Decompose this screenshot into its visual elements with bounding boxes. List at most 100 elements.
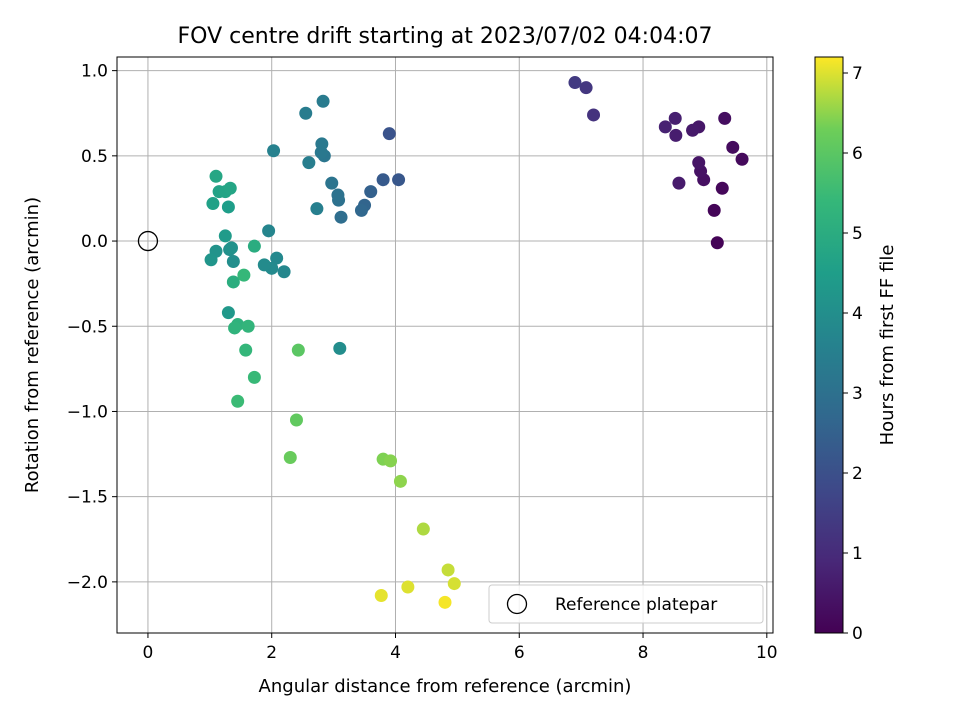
y-tick-label: 0.5 bbox=[81, 147, 108, 167]
data-point bbox=[710, 236, 724, 250]
data-point bbox=[239, 343, 253, 357]
data-point bbox=[392, 173, 406, 187]
data-point bbox=[262, 224, 276, 238]
data-point bbox=[579, 81, 593, 95]
data-point bbox=[438, 595, 452, 609]
x-tick-label: 4 bbox=[390, 643, 401, 663]
y-tick-label: 1.0 bbox=[81, 62, 108, 82]
data-point bbox=[384, 454, 398, 468]
legend-label: Reference platepar bbox=[555, 595, 717, 615]
data-point bbox=[247, 239, 261, 253]
data-point bbox=[672, 176, 686, 190]
data-point bbox=[447, 577, 461, 591]
colorbar-tick-label: 0 bbox=[852, 624, 863, 644]
colorbar-tick-label: 3 bbox=[852, 384, 863, 404]
data-point bbox=[224, 241, 238, 255]
data-point bbox=[325, 176, 339, 190]
colorbar-gradient bbox=[814, 56, 844, 634]
colorbar-tick-label: 2 bbox=[852, 464, 863, 484]
data-point bbox=[209, 169, 223, 183]
chart-title: FOV centre drift starting at 2023/07/02 … bbox=[178, 24, 713, 49]
data-point bbox=[204, 253, 218, 267]
x-axis-label: Angular distance from reference (arcmin) bbox=[259, 676, 632, 697]
data-point bbox=[374, 589, 388, 603]
y-axis-ticks: −2.0 −1.5 −1.0 −0.5 0.0 0.5 1.0 bbox=[67, 62, 117, 593]
colorbar-tick-label: 4 bbox=[852, 304, 863, 324]
data-point bbox=[364, 185, 378, 199]
data-point bbox=[568, 76, 582, 90]
x-tick-label: 8 bbox=[638, 643, 649, 663]
y-tick-label: −1.0 bbox=[67, 402, 108, 422]
x-tick-label: 2 bbox=[266, 643, 277, 663]
legend: Reference platepar bbox=[488, 584, 764, 624]
data-point bbox=[669, 128, 683, 142]
y-tick-label: −2.0 bbox=[67, 573, 108, 593]
x-tick-label: 0 bbox=[143, 643, 154, 663]
data-points bbox=[137, 76, 749, 609]
data-point bbox=[686, 123, 700, 137]
data-point bbox=[228, 321, 242, 335]
data-point bbox=[277, 265, 291, 279]
data-point bbox=[221, 200, 235, 214]
data-point bbox=[382, 127, 396, 141]
legend-box bbox=[488, 584, 764, 624]
data-point bbox=[218, 229, 232, 243]
data-point bbox=[658, 120, 672, 134]
data-point bbox=[393, 474, 407, 488]
colorbar-tick-label: 5 bbox=[852, 224, 863, 244]
data-point bbox=[310, 202, 324, 216]
data-point bbox=[354, 203, 368, 217]
data-point bbox=[247, 370, 261, 384]
data-point bbox=[206, 197, 220, 211]
colorbar-tick-label: 1 bbox=[852, 544, 863, 564]
colorbar-tick-label: 6 bbox=[852, 144, 863, 164]
data-point bbox=[668, 111, 682, 125]
data-point bbox=[270, 251, 284, 265]
data-point bbox=[226, 275, 240, 289]
x-axis-ticks: 0 2 4 6 8 10 bbox=[143, 633, 778, 663]
data-point bbox=[283, 450, 297, 464]
data-point bbox=[267, 144, 281, 158]
data-point bbox=[735, 152, 749, 166]
data-point bbox=[221, 306, 235, 320]
data-point bbox=[333, 341, 347, 355]
data-point bbox=[331, 188, 345, 202]
data-point bbox=[237, 268, 251, 282]
data-point bbox=[715, 181, 729, 195]
data-point bbox=[376, 173, 390, 187]
reference-platepar-marker bbox=[137, 230, 159, 252]
y-tick-label: 0.0 bbox=[81, 232, 108, 252]
data-point bbox=[692, 156, 706, 170]
colorbar-ticks: 0 1 2 3 4 5 6 7 bbox=[843, 64, 863, 644]
colorbar-label: Hours from first FF file bbox=[877, 245, 898, 446]
colorbar-tick-label: 7 bbox=[852, 64, 863, 84]
data-point bbox=[299, 106, 313, 120]
data-point bbox=[401, 580, 415, 594]
data-point bbox=[316, 94, 330, 108]
data-point bbox=[241, 319, 255, 333]
data-point bbox=[441, 563, 455, 577]
data-point bbox=[231, 394, 245, 408]
data-point bbox=[587, 108, 601, 122]
data-point bbox=[707, 203, 721, 217]
data-point bbox=[291, 343, 305, 357]
data-point bbox=[223, 181, 237, 195]
legend-reference-marker bbox=[506, 593, 528, 615]
y-axis-label: Rotation from reference (arcmin) bbox=[22, 197, 43, 493]
data-point bbox=[416, 522, 430, 536]
data-point bbox=[226, 254, 240, 268]
data-point bbox=[726, 140, 740, 154]
data-point bbox=[315, 137, 329, 151]
x-tick-label: 10 bbox=[756, 643, 778, 663]
data-point bbox=[334, 210, 348, 224]
x-tick-label: 6 bbox=[514, 643, 525, 663]
y-tick-label: −1.5 bbox=[67, 488, 108, 508]
data-point bbox=[302, 156, 316, 170]
y-tick-label: −0.5 bbox=[67, 317, 108, 337]
data-point bbox=[718, 111, 732, 125]
data-point bbox=[289, 413, 303, 427]
colorbar: 0 1 2 3 4 5 6 7 Hours from first FF file bbox=[814, 56, 898, 644]
data-point bbox=[257, 258, 271, 272]
grid-lines bbox=[117, 57, 773, 633]
